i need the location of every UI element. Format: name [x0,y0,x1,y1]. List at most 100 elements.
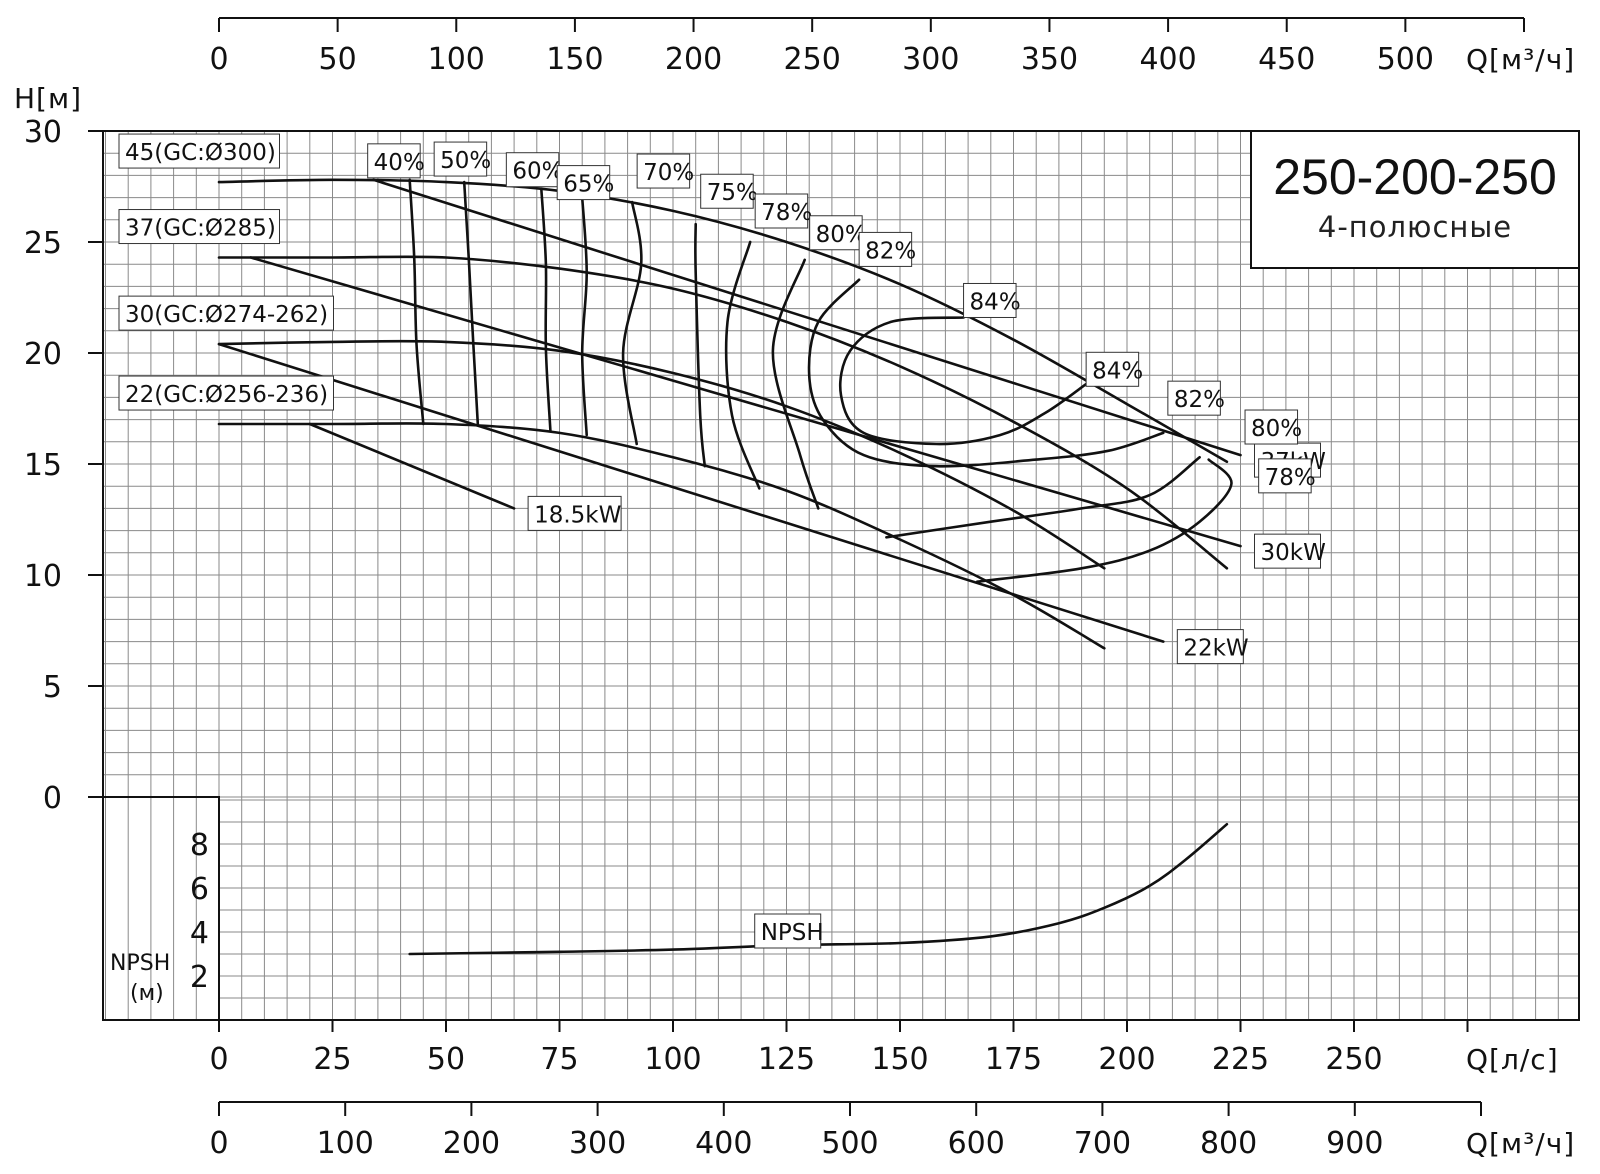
impeller-curve [217,255,1229,570]
power-line [308,422,516,510]
bottom-flow-axis: 0 25 50 75 100 125 150 175 200 225 250 0 100 200 300 40… [209,1020,1482,1161]
m3h-tick-label: 100 [317,1126,374,1161]
efficiency-label-box [700,173,754,209]
npsh-curve-label-text: NPSH [761,920,824,946]
npsh-axis-unit: (м) [130,981,164,1006]
efficiency-label-text: 75% [707,180,758,206]
npsh-tick-label: 2 [190,960,209,995]
top-flow-axis: 0 50 100 150 200 250 300 350 400 450 500 [209,17,1525,77]
efficiency-label-box [367,143,421,179]
chart-title: 250-200-250 [1273,149,1557,205]
ls-tick-label: 75 [540,1042,578,1077]
efficiency-label: 82% [1167,380,1225,416]
impeller-label-box [118,375,334,411]
m3h-tick-label: 400 [695,1126,752,1161]
ls-tick-label: 100 [644,1042,701,1077]
efficiency-label-text: 80% [816,222,867,248]
y-tick-label: 25 [24,226,62,261]
efficiency-label: 75% [700,173,758,209]
efficiency-label-text: 60% [512,159,563,185]
power-label-text: 30kW [1261,540,1326,566]
ls-tick-label: 225 [1212,1042,1269,1077]
efficiency-line [408,178,425,426]
efficiency-label-text: 80% [1251,416,1302,442]
efficiency-line [580,196,588,437]
efficiency-label-text: 82% [865,238,916,264]
efficiency-label-text: 82% [1174,387,1225,413]
efficiency-label-text: 50% [440,148,491,174]
efficiency-label: 65% [556,165,614,201]
y-tick-label: 5 [43,670,62,705]
efficiency-label: 60% [505,152,563,188]
top-tick-label: 500 [1377,42,1434,77]
efficiency-label-box [1258,458,1312,494]
impeller-label: 45(GC:Ø300) [118,133,280,169]
efficiency-label-box [1085,351,1140,387]
m3h-tick-label: 500 [821,1126,878,1161]
labels-layer: 45(GC:Ø300) 37(GC:Ø285) 30(GC:Ø274-262) 22(… [118,133,1326,949]
impeller-curve [217,422,1106,650]
efficiency-label: 40% [367,143,425,179]
chart-subtitle: 4-полюсные [1318,210,1512,244]
npsh-axis-label: NPSH [110,951,170,976]
y-tick-label: 0 [43,781,62,816]
efficiency-label-text: 78% [761,200,812,226]
npsh-tick-label: 4 [190,916,209,951]
impeller-curve [217,178,1229,464]
title-box [1250,130,1580,269]
efficiency-label: 80% [1244,409,1302,445]
efficiency-label-text: 84% [970,289,1021,315]
impeller-label: 30(GC:Ø274-262) [118,295,334,331]
efficiency-label: 78% [754,193,812,229]
efficiency-contour [838,316,1088,446]
efficiency-label-box [754,193,809,229]
impeller-label-box [118,295,334,331]
ls-tick-label: 175 [985,1042,1042,1077]
efficiency-label-text: 84% [1092,358,1143,384]
efficiency-label-text: 70% [643,160,694,186]
impeller-label: 22(GC:Ø256-236) [118,375,334,411]
y-tick-label: 30 [24,115,62,150]
ls-tick-label: 200 [1098,1042,1155,1077]
m3h-tick-label: 600 [948,1126,1005,1161]
top-tick-label: 300 [902,42,959,77]
top-tick-label: 350 [1021,42,1078,77]
power-label-box [1254,533,1321,569]
efficiency-label-box [636,153,691,189]
power-label: 22kW [1176,629,1249,665]
efficiency-label: 78% [1258,458,1316,494]
y-tick-label: 20 [24,337,62,372]
m3h-tick-label: 900 [1326,1126,1383,1161]
efficiency-label: 84% [1085,351,1143,387]
ls-tick-label: 0 [209,1042,228,1077]
npsh-curve [408,822,1229,956]
efficiency-line [724,240,761,490]
m3h-tick-label: 800 [1200,1126,1257,1161]
power-label-box [1176,629,1244,665]
y-tick-label: 10 [24,559,62,594]
npsh-curve-label: NPSH [754,913,824,949]
efficiency-label-box [556,165,611,201]
efficiency-label-box [1167,380,1221,416]
m3h-tick-label: 200 [443,1126,500,1161]
npsh-tick-label: 8 [190,828,209,863]
efficiency-line [540,187,552,432]
curves-layer [217,178,1242,956]
top-tick-label: 50 [319,42,357,77]
power-label-text: 18.5kW [534,502,621,528]
m3h-tick-label: 700 [1074,1126,1131,1161]
npsh-curve-label-box [754,913,822,949]
efficiency-line [694,222,707,468]
y-tick-label: 15 [24,448,62,483]
m3h-axis-label: Q[м³/ч] [1466,1127,1575,1160]
ls-tick-label: 125 [758,1042,815,1077]
efficiency-line [621,200,643,446]
efficiency-label: 84% [963,282,1021,318]
impeller-label-text: 22(GC:Ø256-236) [125,382,328,408]
impeller-label-box [118,209,280,245]
npsh-tick-label: 6 [190,872,209,907]
top-axis-label: Q[м³/ч] [1466,43,1575,76]
efficiency-label-text: 78% [1265,465,1316,491]
top-tick-label: 200 [665,42,722,77]
head-axis: 0 5 10 15 20 25 30 2 4 6 8 [24,115,209,995]
